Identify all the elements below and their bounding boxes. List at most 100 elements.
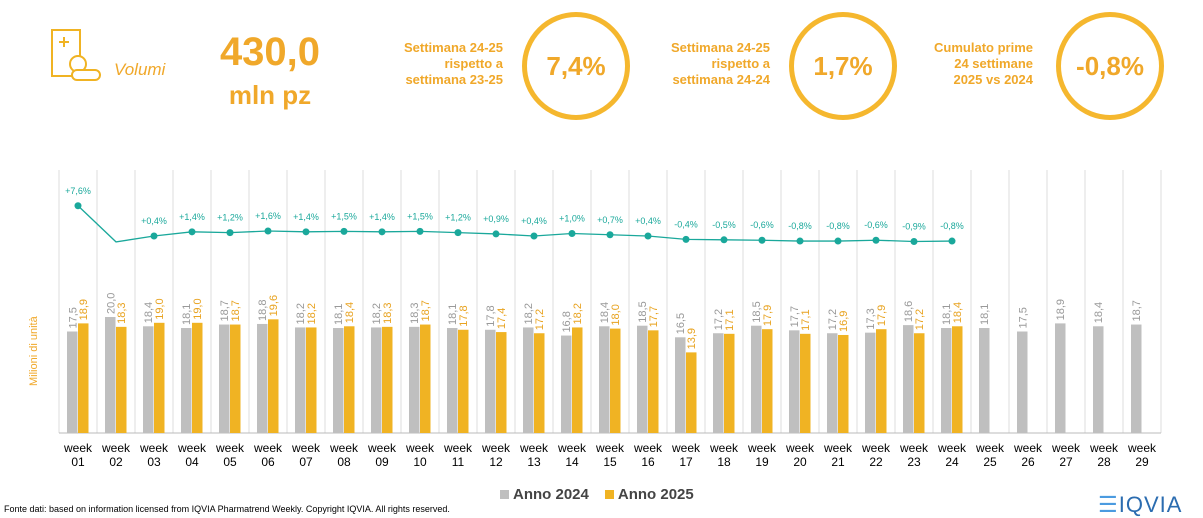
bar <box>105 317 116 433</box>
x-tick-label: week 21 <box>823 441 852 469</box>
x-tick-label: week 23 <box>899 441 928 469</box>
bar-value-label: 17,1 <box>800 309 812 330</box>
bar-value-label: 17,9 <box>876 305 888 326</box>
unit: mln pz <box>228 80 312 110</box>
bar <box>181 328 192 433</box>
line-value-label: -0,9% <box>902 221 926 231</box>
bar <box>1131 324 1142 433</box>
bar <box>257 323 268 433</box>
bar <box>941 328 952 433</box>
line-value-label: +1,5% <box>331 211 357 221</box>
bar-value-label: 18,4 <box>1093 302 1105 323</box>
bar-value-label: 18,7 <box>219 300 231 321</box>
kpi-label-line: 2025 vs 2024 <box>953 72 1033 87</box>
kpi-label-line: Cumulato prime <box>934 40 1033 55</box>
bar-value-label: 18,2 <box>572 303 584 324</box>
line-value-label: -0,4% <box>674 219 698 229</box>
kpi-label-line: rispetto a <box>711 56 770 71</box>
bar-value-label: 19,6 <box>268 295 280 316</box>
line-point <box>454 229 462 237</box>
bar-value-label: 17,1 <box>724 309 736 330</box>
line-point <box>606 231 614 239</box>
line-value-label: +0,9% <box>483 214 509 224</box>
bar-value-label: 17,7 <box>789 306 801 327</box>
line-point <box>644 232 652 240</box>
bar <box>838 334 849 433</box>
bar <box>143 326 154 433</box>
x-tick-label: week 16 <box>633 441 662 469</box>
x-tick-label: week 13 <box>519 441 548 469</box>
bar-value-label: 17,7 <box>648 306 660 327</box>
bar-value-label: 18,5 <box>637 301 649 322</box>
bar-value-label: 18,4 <box>952 302 964 323</box>
line-value-label: -0,6% <box>864 220 888 230</box>
bar-value-label: 17,4 <box>496 308 508 329</box>
bar <box>789 330 800 433</box>
bar <box>865 332 876 433</box>
legend-item: Anno 2025 <box>604 486 694 503</box>
bar-value-label: 17,5 <box>67 307 79 328</box>
line-point <box>226 229 234 237</box>
bar-value-label: 18,2 <box>306 303 318 324</box>
bar-value-label: 18,3 <box>116 302 128 323</box>
bar <box>610 328 621 433</box>
bar <box>534 333 545 433</box>
legend-swatch <box>500 490 509 499</box>
line-value-label: -0,8% <box>788 221 812 231</box>
legend-item: Anno 2024 <box>500 486 589 503</box>
x-tick-label: week 11 <box>443 441 472 469</box>
bar-value-label: 18,9 <box>78 299 90 320</box>
x-tick-label: week 28 <box>1089 441 1118 469</box>
line-value-label: -0,5% <box>712 220 736 230</box>
line-value-label: +0,4% <box>635 216 661 226</box>
legend-swatch <box>604 490 614 499</box>
kpi-label-line: Settimana 24-25 <box>671 40 770 55</box>
line-value-label: -0,8% <box>826 221 850 231</box>
x-tick-label: week 18 <box>709 441 738 469</box>
x-tick-label: week 01 <box>63 441 92 469</box>
x-tick-label: week 12 <box>481 441 510 469</box>
line-point <box>948 237 956 245</box>
line-value-label: +7,6% <box>65 186 91 196</box>
bar <box>724 333 735 433</box>
line-point <box>682 235 690 243</box>
x-tick-label: week 19 <box>747 441 776 469</box>
bar <box>637 325 648 433</box>
line-value-label: +1,4% <box>369 212 395 222</box>
line <box>77 205 953 243</box>
bar <box>561 335 572 433</box>
bar <box>116 326 127 433</box>
line-point <box>872 236 880 244</box>
line-point <box>340 227 348 235</box>
bar <box>713 333 724 433</box>
line-point <box>302 228 310 236</box>
bar-value-label: 18,7 <box>230 300 242 321</box>
x-tick-label: week 14 <box>557 441 586 469</box>
kpi-label-line: rispetto a <box>444 56 503 71</box>
line-point <box>492 230 500 238</box>
line-value-label: +0,4% <box>141 216 167 226</box>
bar-value-label: 18,4 <box>599 302 611 323</box>
line-point <box>796 237 804 245</box>
x-tick-label: week 27 <box>1051 441 1080 469</box>
bar-value-label: 17,9 <box>762 305 774 326</box>
line-value-label: +1,2% <box>217 213 243 223</box>
bar-value-label: 18,8 <box>257 300 269 321</box>
x-tick-label: week 03 <box>139 441 168 469</box>
bar-value-label: 17,2 <box>827 309 839 330</box>
bar <box>485 329 496 433</box>
line-value-label: +1,4% <box>179 212 205 222</box>
bar-value-label: 16,5 <box>675 313 687 334</box>
bar <box>333 328 344 433</box>
bar-value-label: 18,5 <box>751 301 763 322</box>
bar <box>306 327 317 433</box>
x-tick-label: week 26 <box>1013 441 1042 469</box>
bar <box>371 327 382 433</box>
line-value-label: +1,6% <box>255 211 281 221</box>
line-value-label: +1,2% <box>445 213 471 223</box>
kpi-value: -0,8% <box>1056 12 1164 120</box>
bar-value-label: 18,1 <box>333 304 345 325</box>
footer: Fonte dati: based on information license… <box>4 504 450 514</box>
bar-value-label: 18,9 <box>1055 299 1067 320</box>
